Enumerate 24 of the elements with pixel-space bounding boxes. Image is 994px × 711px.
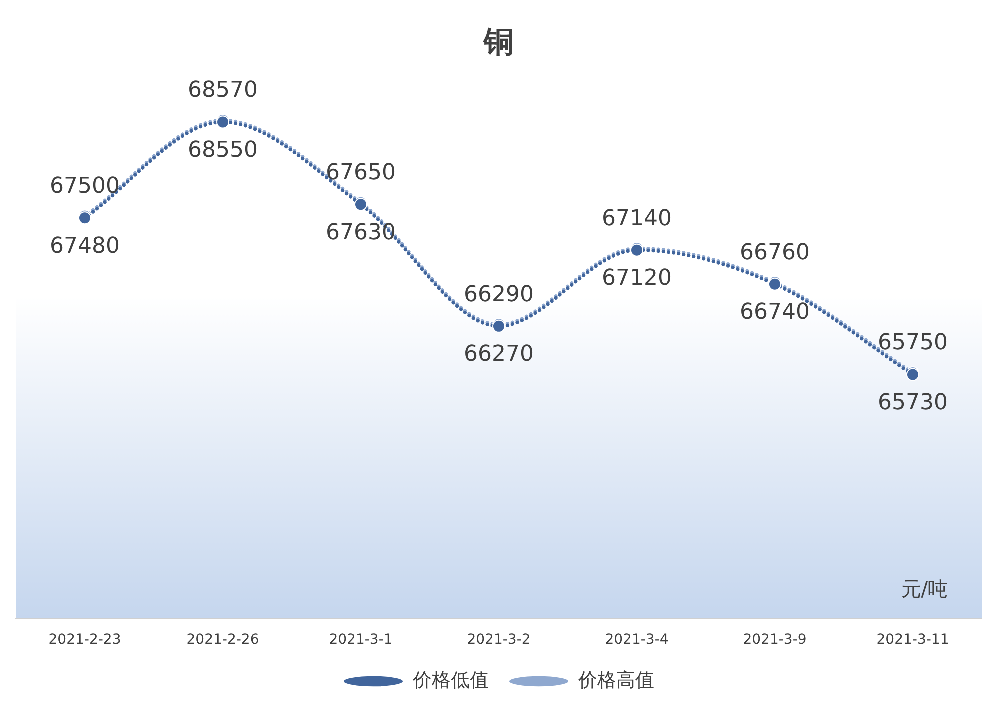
x-tick-label: 2021-3-2 [467,632,531,648]
data-label: 66740 [740,300,810,326]
data-label: 68570 [188,78,258,104]
data-label: 67140 [602,206,672,232]
data-label: 67120 [602,266,672,292]
data-label: 65750 [878,330,948,356]
data-label: 66760 [740,240,810,266]
data-label: 67500 [50,174,120,200]
legend-label: 价格高值 [578,669,654,692]
data-label: 66290 [464,282,534,308]
legend-label: 价格低值 [412,669,489,692]
data-label: 65730 [878,390,948,416]
data-label: 66270 [464,342,534,368]
x-tick-label: 2021-3-1 [329,632,393,648]
x-tick-label: 2021-2-26 [186,632,260,648]
chart-title: 铜 [483,24,514,60]
x-tick-label: 2021-3-11 [876,632,950,648]
x-tick-label: 2021-3-4 [605,632,669,648]
x-tick-label: 2021-3-9 [743,632,807,648]
x-tick-label: 2021-2-23 [48,632,122,648]
text: 元/吨 [901,576,948,603]
data-label: 67480 [50,234,120,259]
data-label: 67650 [326,160,396,186]
data-label: 68550 [188,138,258,164]
